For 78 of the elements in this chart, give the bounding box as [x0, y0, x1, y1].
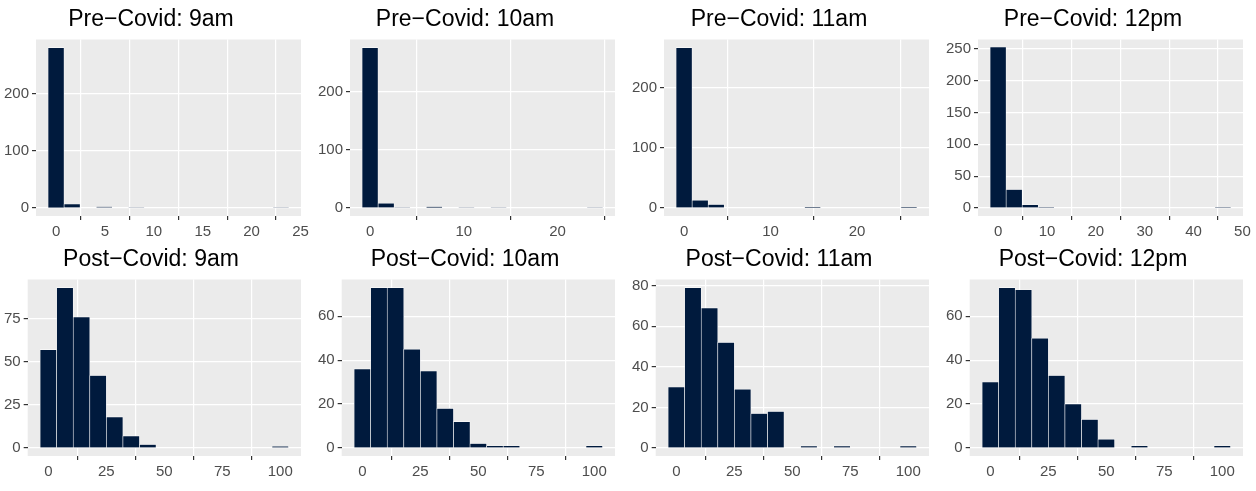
x-tick-label: 50 — [1098, 462, 1115, 480]
x-tick-label: 0 — [365, 222, 375, 240]
y-tick-label: 60 — [632, 316, 649, 334]
x-tick-label: 100 — [267, 462, 293, 480]
x-tick-label: 25 — [412, 462, 429, 480]
y-tick-label: 0 — [954, 438, 963, 456]
y-tick-label: 100 — [632, 137, 658, 155]
x-tick-label: 20 — [549, 222, 566, 240]
y-tick-label: 0 — [12, 438, 21, 456]
y-tick-label: 50 — [954, 166, 972, 184]
chart-title: Pre−Covid: 11am — [690, 5, 868, 32]
x-tick-label: 20 — [243, 222, 260, 240]
y-tick-label: 50 — [4, 351, 21, 369]
y-tick-label: 100 — [946, 134, 972, 152]
y-tick-label: 20 — [946, 394, 963, 412]
y-tick-label: 200 — [632, 77, 658, 95]
y-tick-label: 75 — [4, 308, 21, 326]
y-tick-label: 0 — [326, 438, 335, 456]
y-tick-label: 0 — [640, 438, 649, 456]
x-tick-label: 50 — [470, 462, 487, 480]
y-tick-label: 20 — [318, 394, 335, 412]
chart-title: Pre−Covid: 9am — [68, 5, 234, 32]
x-tick-label: 50 — [784, 462, 801, 480]
x-tick-label: 0 — [993, 222, 1003, 240]
y-tick-label: 60 — [946, 306, 963, 324]
chart-title: Pre−Covid: 10am — [375, 5, 555, 32]
x-tick-label: 0 — [358, 462, 367, 480]
x-tick-label: 30 — [1136, 222, 1154, 240]
chart-title: Post−Covid: 12pm — [998, 245, 1188, 272]
y-tick-label: 0 — [962, 198, 972, 216]
x-tick-label: 15 — [194, 222, 212, 240]
x-tick-label: 20 — [1087, 222, 1105, 240]
y-tick-label: 40 — [318, 350, 335, 368]
x-tick-label: 75 — [213, 462, 231, 480]
x-tick-label: 10 — [455, 222, 473, 240]
y-tick-label: 0 — [648, 198, 658, 216]
y-tick-label: 60 — [318, 306, 335, 324]
y-tick-label: 0 — [334, 198, 344, 216]
y-tick-label: 100 — [4, 140, 30, 158]
y-tick-label: 200 — [318, 81, 344, 99]
chart-title: Pre−Covid: 12pm — [1003, 5, 1183, 32]
x-tick-label: 100 — [895, 462, 921, 480]
x-tick-label: 100 — [581, 462, 607, 480]
x-tick-label: 25 — [726, 462, 743, 480]
x-tick-label: 0 — [51, 222, 61, 240]
y-tick-label: 25 — [4, 395, 21, 413]
y-tick-label: 250 — [946, 39, 972, 57]
x-tick-label: 10 — [145, 222, 163, 240]
x-tick-label: 5 — [100, 222, 110, 240]
y-tick-label: 100 — [318, 140, 344, 158]
chart-title: Post−Covid: 9am — [63, 245, 239, 272]
x-tick-label: 20 — [848, 222, 866, 240]
x-tick-label: 50 — [1234, 222, 1251, 240]
y-tick-label: 200 — [4, 83, 30, 101]
y-tick-label: 40 — [632, 356, 649, 374]
x-tick-label: 10 — [1038, 222, 1056, 240]
x-tick-label: 25 — [292, 222, 309, 240]
y-tick-label: 40 — [946, 350, 963, 368]
x-tick-label: 75 — [527, 462, 545, 480]
x-tick-label: 40 — [1185, 222, 1202, 240]
x-tick-label: 0 — [44, 462, 53, 480]
x-tick-label: 75 — [841, 462, 859, 480]
y-tick-label: 0 — [20, 198, 30, 216]
x-tick-label: 25 — [98, 462, 115, 480]
y-tick-label: 150 — [946, 102, 972, 120]
x-tick-label: 0 — [672, 462, 681, 480]
x-tick-label: 10 — [762, 222, 779, 240]
y-tick-label: 20 — [632, 397, 649, 415]
x-tick-label: 0 — [679, 222, 689, 240]
y-tick-label: 80 — [632, 275, 649, 293]
x-tick-label: 75 — [1155, 462, 1173, 480]
x-tick-label: 50 — [156, 462, 173, 480]
chart-title: Post−Covid: 11am — [685, 245, 873, 272]
y-tick-label: 200 — [946, 70, 972, 88]
x-tick-label: 0 — [986, 462, 995, 480]
chart-title: Post−Covid: 10am — [370, 245, 560, 272]
x-tick-label: 100 — [1209, 462, 1235, 480]
x-tick-label: 25 — [1040, 462, 1057, 480]
